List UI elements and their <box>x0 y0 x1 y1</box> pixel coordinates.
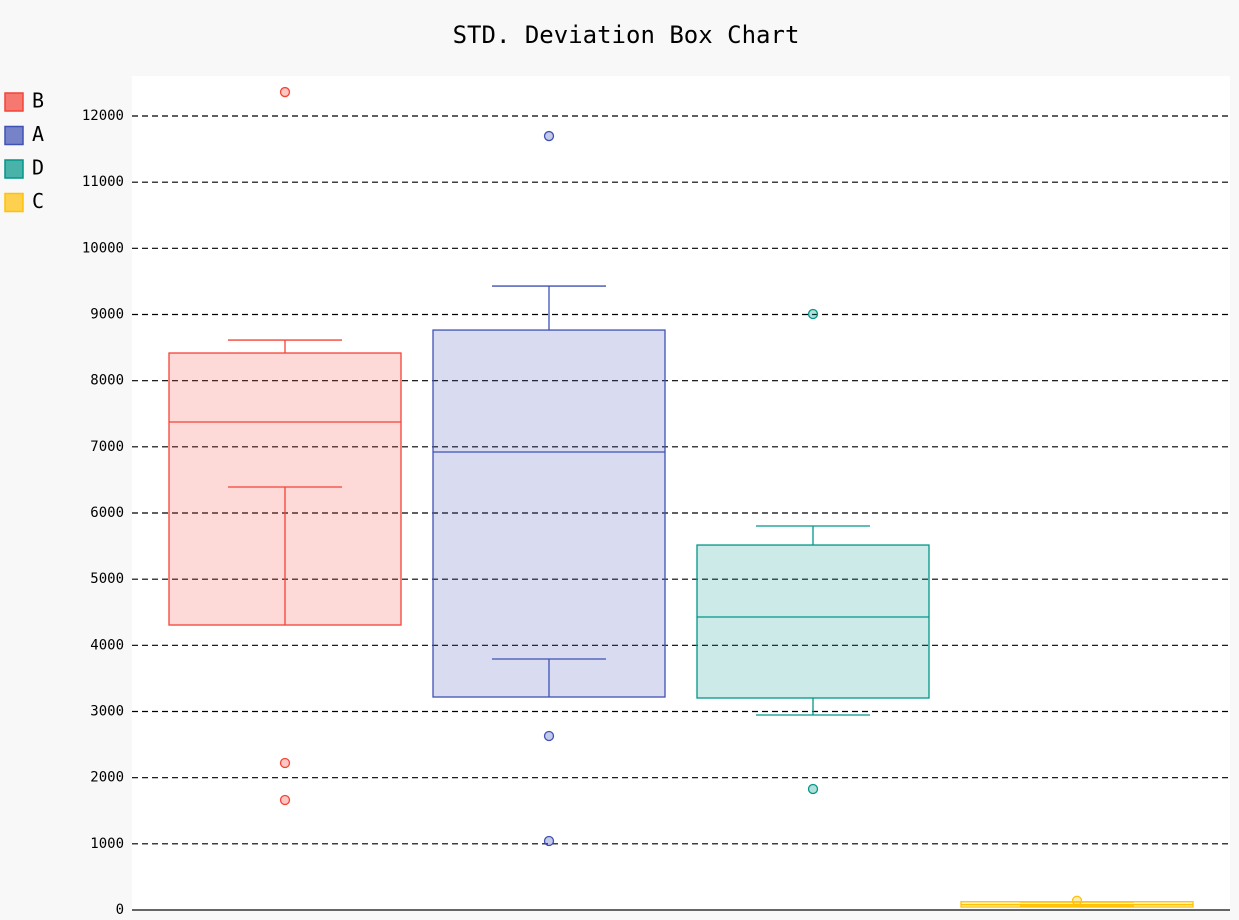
outlier <box>279 86 291 98</box>
outlier <box>543 835 555 847</box>
outlier <box>543 130 555 142</box>
y-tick-label: 1000 <box>90 836 124 852</box>
y-tick-label: 8000 <box>90 373 124 389</box>
legend-swatch <box>4 92 24 112</box>
y-tick-label: 0 <box>116 902 124 918</box>
y-tick-label: 10000 <box>82 240 124 256</box>
y-tick-label: 9000 <box>90 307 124 323</box>
outlier <box>807 783 819 795</box>
legend-label: C <box>32 189 44 213</box>
outlier <box>279 757 291 769</box>
y-tick-label: 3000 <box>90 704 124 720</box>
y-tick-label: 4000 <box>90 637 124 653</box>
y-tick-label: 7000 <box>90 439 124 455</box>
y-tick-label: 5000 <box>90 571 124 587</box>
legend-swatch <box>4 192 24 213</box>
y-tick-label: 6000 <box>90 505 124 521</box>
y-tick-label: 2000 <box>90 770 124 786</box>
legend-swatch <box>4 125 24 146</box>
box <box>696 544 930 699</box>
outlier <box>1071 895 1083 906</box>
outlier <box>279 794 291 806</box>
legend-label: B <box>32 89 44 113</box>
plot-area <box>132 76 1230 910</box>
y-tick-label: 11000 <box>82 174 124 190</box>
legend-swatch <box>4 159 24 179</box>
box <box>432 329 666 698</box>
outlier <box>807 308 819 320</box>
outlier <box>543 730 555 742</box>
legend-label: A <box>32 122 44 146</box>
legend-label: D <box>32 156 44 180</box>
chart-title: STD. Deviation Box Chart <box>453 21 800 49</box>
y-tick-label: 12000 <box>82 108 124 124</box>
